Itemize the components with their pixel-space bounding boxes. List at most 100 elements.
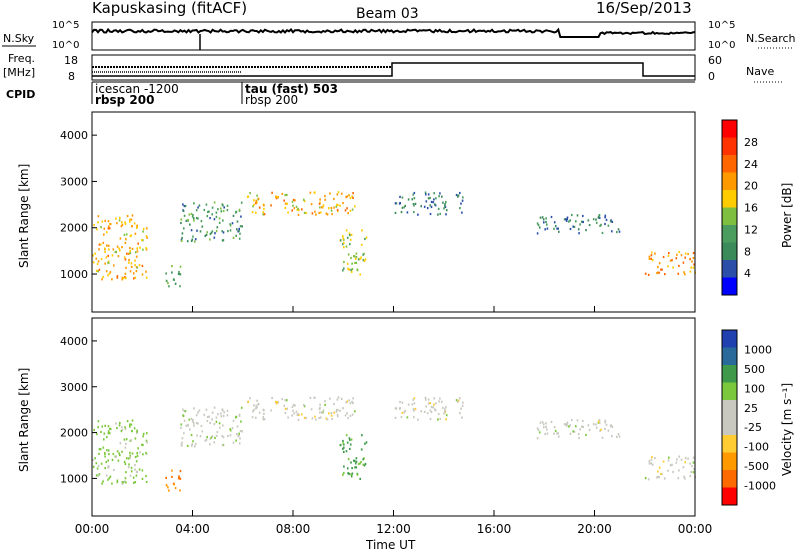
power-echo-cell (199, 230, 202, 233)
power-echo-cell (668, 252, 670, 255)
power-echo-cell (339, 204, 341, 207)
velocity-echo-cell (133, 427, 136, 430)
power-echo-cell (684, 256, 686, 259)
velocity-panel: 4000 3000 2000 1000 Slant Range [km] (17, 317, 696, 517)
velocity-echo-cell (236, 433, 238, 436)
power-echo-cell (107, 225, 110, 228)
velocity-echo-cell (109, 427, 112, 431)
velocity-echo-cell (407, 403, 410, 406)
velocity-echo-cell (413, 402, 416, 405)
power-echo-cell (236, 228, 238, 231)
power-echo-cell (263, 213, 266, 216)
freq-unit-label: [MHz] (3, 66, 35, 79)
power-echo-cell (171, 265, 173, 268)
velocity-echo-cell (400, 416, 403, 419)
power-echo-cell (97, 215, 100, 218)
power-colorbar-frame (721, 119, 738, 296)
power-echo-cell (550, 215, 553, 219)
power-colorbar-label: Power [dB] (780, 183, 794, 248)
velocity-echo-cell (339, 443, 342, 447)
velocity-echo-cell (121, 481, 124, 484)
velocity-echo-cell (546, 432, 549, 435)
velocity-echo-cell (98, 473, 101, 476)
power-echo-cell (343, 246, 345, 249)
power-echo-cell (439, 212, 441, 215)
velocity-echo-cell (362, 458, 364, 461)
cpid-1-line2: rbsp 200 (245, 93, 298, 107)
velocity-echo-cell (576, 419, 579, 422)
velocity-echo-cell (221, 434, 223, 438)
velocity-echo-cell (286, 399, 288, 402)
x-tick-label: 12:00 (376, 522, 411, 536)
velocity-echo-cell (537, 428, 540, 431)
power-echo-cell (206, 215, 209, 218)
velocity-colorbar: 1000 500 100 25 -25 -100 -500 -1000 Velocity [m… (721, 329, 794, 506)
velocity-echo-cell (427, 398, 430, 401)
power-echo-cell (218, 221, 221, 224)
power-echo-cell (133, 277, 135, 280)
velocity-echo-cell (240, 406, 243, 409)
power-echo-cell (121, 223, 124, 226)
velocity-echo-cell (211, 411, 214, 414)
velocity-echo-cell (124, 477, 127, 480)
velocity-echo-cell (104, 467, 106, 470)
velocity-echo-cell (239, 429, 242, 433)
velocity-echo-cell (605, 423, 608, 426)
velocity-echo-cell (173, 483, 175, 486)
power-echo-cell (179, 273, 182, 276)
velocity-echo-cell (119, 421, 121, 424)
power-echo-cell (607, 224, 610, 227)
power-echo-cell (411, 198, 414, 201)
power-echo-cell (181, 236, 183, 240)
power-echo-cell (571, 213, 573, 217)
velocity-echo-cell (356, 473, 359, 476)
velocity-echo-cell (287, 416, 289, 419)
power-echo-cell (122, 277, 125, 280)
power-echo-cell (111, 254, 114, 257)
velocity-echo-cell (222, 436, 225, 439)
power-echo-cell (342, 243, 344, 246)
velocity-echo-cell (320, 416, 322, 419)
power-echo-cell (100, 258, 103, 261)
power-echo-cell (238, 227, 240, 230)
power-echo-cell (403, 206, 406, 209)
velocity-echo-cell (314, 415, 316, 418)
velocity-echo-cell (218, 426, 221, 429)
power-echo-cell (445, 201, 447, 204)
velocity-echo-cell (536, 437, 539, 440)
velocity-echo-cell (353, 459, 355, 462)
velocity-echo-cell (210, 436, 213, 439)
power-echo-cell (343, 241, 345, 245)
velocity-echo-cell (180, 423, 183, 426)
velocity-echo-cell (668, 456, 670, 459)
velocity-echo-cell (283, 404, 285, 407)
power-echo-cell (351, 268, 354, 271)
power-echo-cell (119, 216, 121, 219)
power-echo-cell (604, 216, 606, 219)
power-echo-cell (362, 259, 365, 262)
velocity-echo-cell (97, 474, 99, 477)
power-echo-cell (120, 225, 123, 228)
velocity-echo-cell (216, 431, 219, 434)
power-echo-cell (315, 213, 317, 216)
power-echo-cell (693, 263, 695, 266)
velocity-echo-cell (111, 482, 113, 485)
power-echo-cell (618, 230, 621, 233)
power-echo-cell (256, 201, 258, 204)
power-echo-cell (165, 272, 167, 275)
velocity-echo-cell (558, 435, 560, 438)
velocity-echo-cell (650, 458, 653, 461)
colorbar-swatch (722, 242, 737, 260)
power-echo-cell (336, 193, 339, 196)
power-echo-cell (557, 227, 559, 230)
velocity-echo-cell (656, 476, 658, 479)
velocity-echo-cell (587, 424, 590, 427)
velocity-echo-cell (333, 403, 335, 406)
power-echo-cell (145, 248, 148, 251)
velocity-echo-cell (348, 472, 350, 475)
velocity-echo-cell (193, 424, 195, 427)
velocity-echo-cell (538, 431, 541, 434)
velocity-echo-cell (206, 436, 208, 439)
velocity-echo-cell (205, 438, 208, 441)
velocity-echo-cell (136, 429, 138, 432)
